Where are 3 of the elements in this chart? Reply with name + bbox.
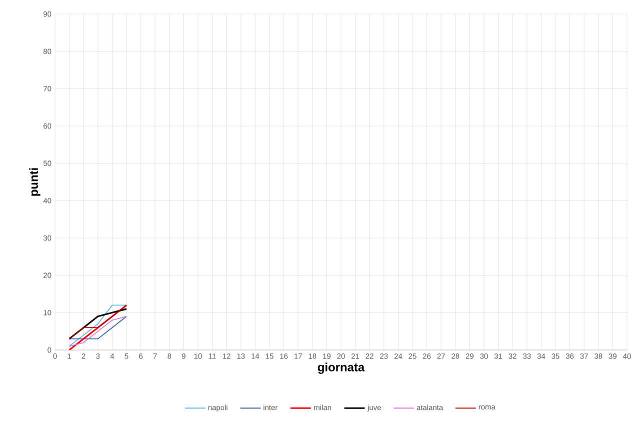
y-axis-title: punti	[29, 168, 40, 196]
x-axis-title: giornata	[318, 362, 365, 374]
line-series	[68, 316, 127, 347]
